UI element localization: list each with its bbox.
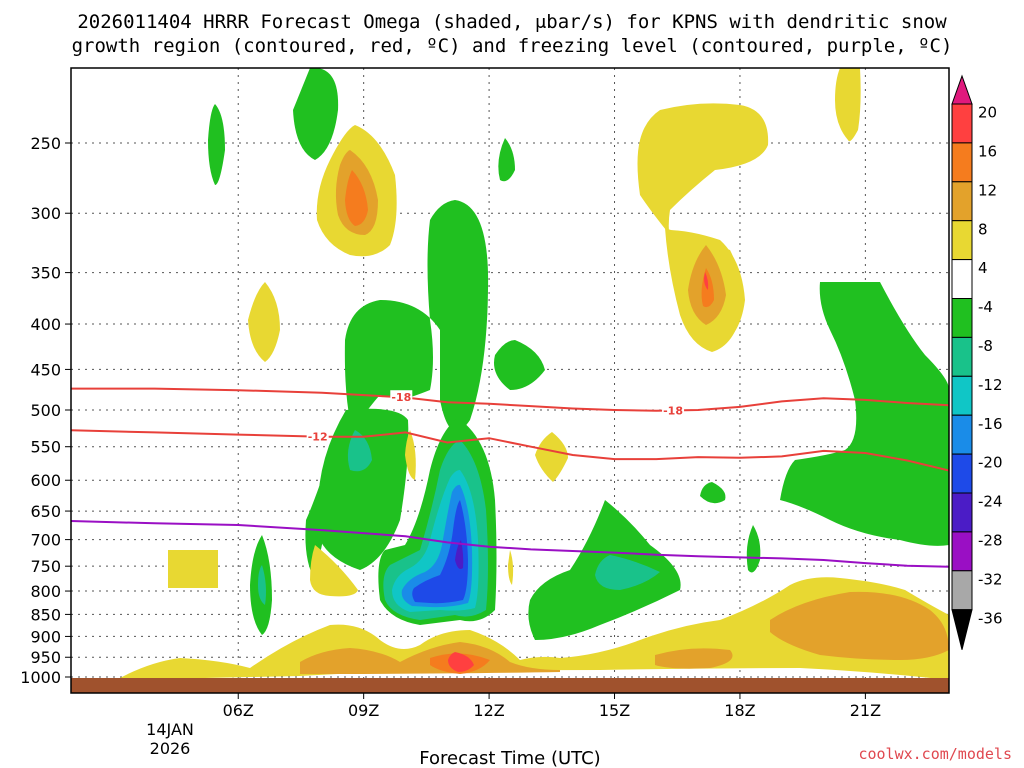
omega-area bbox=[704, 272, 709, 290]
freezing-level-contour-line bbox=[71, 520, 949, 568]
omega-area bbox=[345, 170, 368, 226]
x-tick-label: 21Z bbox=[850, 701, 881, 720]
x-axis: 06Z 09Z 12Z 15Z 18Z 21Z bbox=[223, 693, 881, 720]
contour-label-background bbox=[662, 403, 685, 417]
omega-area bbox=[412, 500, 468, 604]
y-tick-label: 750 bbox=[30, 557, 61, 576]
omega-area bbox=[700, 482, 726, 504]
colorbar-segment bbox=[951, 181, 973, 222]
y-tick-label: 250 bbox=[30, 134, 61, 153]
y-tick-label: 500 bbox=[30, 401, 61, 420]
omega-area bbox=[455, 540, 464, 569]
colorbar-segment bbox=[951, 220, 973, 261]
colorbar-label: 12 bbox=[978, 181, 997, 199]
colorbar-label: -28 bbox=[978, 532, 1003, 550]
colorbar-label: -16 bbox=[978, 415, 1003, 433]
colorbar-label: -8 bbox=[978, 337, 993, 355]
x-axis-label: Forecast Time (UTC) bbox=[419, 748, 600, 768]
colorbar-top-arrow bbox=[951, 74, 973, 105]
omega-area bbox=[168, 550, 218, 588]
colorbar-label: 8 bbox=[978, 220, 988, 238]
x-tick-label: 15Z bbox=[599, 701, 630, 720]
y-tick-label: 550 bbox=[30, 438, 61, 457]
colorbar-segment bbox=[951, 492, 973, 533]
colorbar-segment bbox=[951, 414, 973, 455]
contour-label: -18 bbox=[391, 391, 411, 404]
x-tick-label: 06Z bbox=[223, 701, 254, 720]
colorbar-bottom-arrow bbox=[951, 609, 973, 650]
colorbar-segment bbox=[951, 453, 973, 494]
y-tick-label: 800 bbox=[30, 582, 61, 601]
y-tick-label: 850 bbox=[30, 605, 61, 624]
y-tick-label: 400 bbox=[30, 315, 61, 334]
colorbar-segment bbox=[951, 570, 973, 611]
colorbar-label: -12 bbox=[978, 376, 1003, 394]
colorbar-segment bbox=[951, 103, 973, 144]
omega-area bbox=[248, 282, 280, 362]
contour-label: -12 bbox=[308, 431, 328, 444]
colorbar-label: -4 bbox=[978, 298, 993, 316]
omega-area bbox=[347, 430, 372, 472]
colorbar-segment bbox=[951, 375, 973, 416]
omega-area bbox=[595, 555, 660, 590]
contour-labels: -18 -12 -18 bbox=[306, 390, 685, 444]
omega-area bbox=[258, 565, 266, 605]
date-label-day: 14JAN bbox=[146, 720, 194, 739]
colorbar-label: -20 bbox=[978, 454, 1003, 472]
dgz-upper-contour-line bbox=[71, 387, 949, 412]
colorbar-label: 20 bbox=[978, 104, 997, 122]
omega-area bbox=[494, 340, 545, 390]
omega-area bbox=[770, 591, 949, 660]
omega-area bbox=[305, 200, 489, 580]
plot-frame bbox=[70, 67, 950, 694]
y-tick-label: 900 bbox=[30, 627, 61, 646]
date-label-year: 2026 bbox=[150, 739, 191, 758]
colorbar-label: -36 bbox=[978, 609, 1003, 627]
contour-label: -18 bbox=[663, 404, 683, 417]
watermark: coolwx.com/models bbox=[858, 745, 1012, 763]
omega-area bbox=[655, 648, 733, 669]
colorbar-label: 16 bbox=[978, 143, 997, 161]
x-tick-label: 12Z bbox=[473, 701, 504, 720]
chart-title-line-2: growth region (contoured, red, ºC) and f… bbox=[72, 35, 953, 57]
colorbar-label: 4 bbox=[978, 259, 988, 277]
y-tick-label: 300 bbox=[30, 204, 61, 223]
terrain bbox=[71, 678, 949, 693]
x-tick-label: 09Z bbox=[348, 701, 379, 720]
omega-area bbox=[746, 525, 761, 573]
omega-area bbox=[448, 652, 474, 672]
omega-area bbox=[310, 545, 358, 597]
omega-area bbox=[535, 432, 568, 482]
colorbar-segment bbox=[951, 336, 973, 377]
chart-title-line-1: 2026011404 HRRR Forecast Omega (shaded, … bbox=[77, 11, 947, 33]
y-tick-label: 1000 bbox=[20, 668, 61, 687]
omega-area bbox=[780, 282, 949, 546]
omega-shaded-field bbox=[71, 68, 949, 693]
y-tick-label: 450 bbox=[30, 360, 61, 379]
omega-area bbox=[208, 104, 225, 185]
omega-area bbox=[405, 430, 416, 480]
omega-area bbox=[508, 550, 514, 585]
x-tick-label: 18Z bbox=[724, 701, 755, 720]
y-tick-label: 600 bbox=[30, 471, 61, 490]
contour-label-background bbox=[306, 429, 329, 443]
colorbar: 20 16 12 8 4 -4 -8 -12 -16 -20 -24 -28 -32 -36 bbox=[951, 74, 1003, 650]
omega-area bbox=[498, 138, 515, 182]
colorbar-label: -24 bbox=[978, 493, 1003, 511]
omega-area bbox=[317, 408, 409, 570]
colorbar-segment bbox=[951, 142, 973, 183]
y-tick-label: 650 bbox=[30, 502, 61, 521]
y-tick-label: 950 bbox=[30, 648, 61, 667]
y-axis: 250 300 350 400 450 500 550 600 650 700 750 800 850 9… bbox=[20, 134, 71, 687]
y-tick-label: 700 bbox=[30, 531, 61, 550]
omega-area bbox=[835, 68, 861, 142]
colorbar-segment bbox=[951, 531, 973, 572]
colorbar-segment bbox=[951, 259, 973, 300]
omega-area bbox=[293, 68, 339, 160]
contour-label-background bbox=[390, 390, 413, 404]
colorbar-label: -32 bbox=[978, 570, 1003, 588]
colorbar-segment bbox=[951, 298, 973, 338]
y-tick-label: 350 bbox=[30, 264, 61, 283]
